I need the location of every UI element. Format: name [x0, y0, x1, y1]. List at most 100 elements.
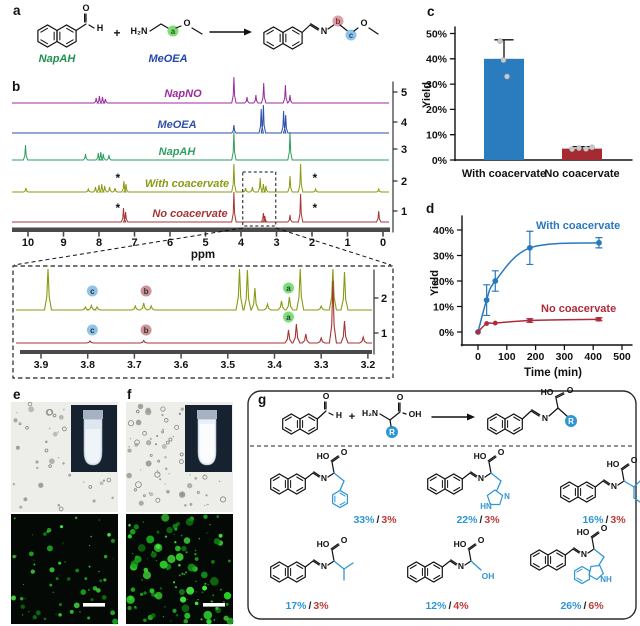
svg-text:4: 4	[238, 237, 245, 249]
structure-indole: N HO O NH	[530, 523, 612, 585]
svg-text:5: 5	[202, 237, 208, 249]
svg-text:40%: 40%	[433, 225, 455, 237]
data-point	[483, 297, 490, 304]
yield-value-1: 33%/3%	[353, 514, 397, 526]
data-point	[497, 38, 503, 44]
svg-text:3.4: 3.4	[267, 359, 282, 371]
spectrum-label-napah: NapAH	[158, 146, 196, 158]
ppm-axis-label: ppm	[191, 249, 215, 261]
nmr-trace-3	[12, 163, 389, 193]
svg-text:+: +	[113, 26, 120, 40]
svg-text:HO: HO	[607, 459, 620, 469]
svg-text:500: 500	[613, 351, 631, 363]
svg-text:*: *	[115, 201, 120, 215]
nmr-trace-4	[12, 191, 389, 223]
svg-text:0%: 0%	[439, 327, 455, 339]
svg-text:1: 1	[381, 328, 387, 340]
yield-value-6: 26%/6%	[560, 600, 604, 612]
svg-text:Yield: Yield	[429, 270, 441, 296]
svg-text:*: *	[115, 171, 120, 185]
svg-text:c: c	[349, 31, 354, 40]
svg-text:N: N	[542, 413, 548, 423]
panel-label-d: d	[426, 201, 435, 216]
yield-value-5: 12%/4%	[425, 600, 469, 612]
svg-text:10%: 10%	[433, 301, 455, 313]
svg-text:2: 2	[401, 176, 407, 188]
yield-value-2: 22%/3%	[456, 514, 500, 526]
svg-text:10: 10	[22, 237, 34, 249]
svg-text:7: 7	[131, 237, 137, 249]
data-point	[475, 329, 481, 335]
svg-text:HO: HO	[317, 539, 330, 549]
svg-text:20%: 20%	[433, 276, 455, 288]
fluorescence-image-e	[11, 514, 119, 625]
svg-text:HO: HO	[317, 451, 330, 461]
inset-border	[12, 265, 394, 379]
data-point	[583, 146, 589, 152]
data-point	[484, 321, 490, 326]
svg-text:300: 300	[556, 351, 574, 363]
structure-sec-butyl: N HO O	[560, 455, 640, 503]
svg-text:H: H	[97, 23, 104, 33]
svg-text:O: O	[601, 523, 608, 533]
svg-text:3: 3	[401, 144, 407, 156]
panel-label-g: g	[258, 392, 267, 407]
svg-text:3.2: 3.2	[361, 359, 376, 371]
svg-text:2: 2	[309, 237, 315, 249]
data-point	[526, 244, 533, 251]
structure-benzyl: N HO O	[270, 447, 348, 509]
structure-imidazole: N HO O N HN	[427, 447, 510, 511]
panel-label-b: b	[12, 79, 21, 94]
nmr-trace-1	[12, 104, 389, 134]
svg-text:O: O	[498, 447, 505, 457]
svg-text:N: N	[611, 481, 617, 491]
svg-text:100: 100	[498, 351, 516, 363]
svg-text:*: *	[313, 171, 318, 185]
svg-text:3.3: 3.3	[314, 359, 329, 371]
spectrum-label-meoea: MeOEA	[157, 119, 197, 131]
svg-text:b: b	[144, 287, 149, 296]
spectrum-label-with-coacervate: With coacervate	[144, 178, 230, 190]
svg-text:3.9: 3.9	[34, 359, 49, 371]
yield-value-4: 17%/3%	[285, 600, 329, 612]
svg-text:50%: 50%	[426, 28, 448, 40]
svg-text:5: 5	[401, 87, 407, 99]
bar-category-1: No coacervate	[544, 168, 619, 180]
svg-text:H₂N: H₂N	[362, 408, 378, 418]
brightfield-image-e	[11, 401, 118, 512]
reactant2-name: MeOEA	[148, 53, 187, 65]
svg-text:3: 3	[273, 237, 279, 249]
svg-text:HO: HO	[454, 539, 467, 549]
fluorescence-image-f	[126, 513, 234, 625]
kinetics-line-chart: 0 100 200 300 400 500 0% 10% 20% 30% 40% Time (min)…	[429, 215, 633, 379]
inset-trace-no	[16, 280, 372, 344]
svg-text:10%: 10%	[426, 130, 448, 142]
svg-text:N: N	[458, 561, 464, 571]
bar-category-0: With coacervate	[462, 168, 546, 180]
svg-text:O: O	[397, 392, 404, 402]
data-point	[527, 318, 533, 323]
svg-text:O: O	[82, 3, 89, 13]
svg-text:NH: NH	[600, 575, 612, 584]
scale-bar	[83, 603, 105, 607]
bar-1	[562, 148, 602, 160]
svg-text:O: O	[341, 535, 348, 545]
svg-text:O: O	[341, 447, 348, 457]
scope-box	[247, 390, 637, 620]
nmr-zoom-inset: 3.9 3.8 3.7 3.6 3.5 3.4 3.3 3.2 2 1 c b a c b a	[12, 265, 394, 379]
svg-text:40%: 40%	[426, 54, 448, 66]
spectrum-label-napno: NapNO	[164, 88, 202, 100]
svg-text:N: N	[321, 473, 327, 483]
svg-text:R: R	[568, 417, 574, 426]
brightfield-image-f	[126, 402, 233, 512]
yield-value-3: 16%/3%	[582, 514, 626, 526]
svg-text:O: O	[360, 18, 367, 28]
svg-text:O: O	[478, 535, 485, 545]
data-point	[500, 57, 507, 63]
svg-text:H₂N: H₂N	[131, 26, 148, 36]
panel-label-e: e	[13, 387, 21, 402]
svg-text:0%: 0%	[432, 155, 448, 167]
svg-text:3.5: 3.5	[220, 359, 235, 371]
panel-label-c: c	[427, 4, 435, 19]
